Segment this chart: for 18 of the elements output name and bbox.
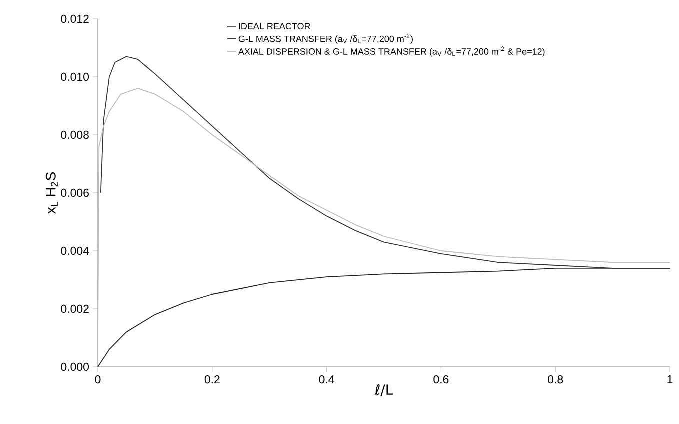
x-axis-title: ℓ/L	[374, 384, 394, 396]
y-tick-label: 0.010	[61, 72, 90, 82]
y-tick-label: 0.008	[61, 130, 89, 140]
x-tick-label: 0.8	[548, 376, 564, 384]
legend-label: G-L MASS TRANSFER (a$_{V}$ /δ$_{L}$=77,200 m$^{-2}$)	[238, 34, 413, 44]
x-tick-label: 0.2	[204, 376, 220, 384]
x-tick-label: 0	[95, 376, 101, 384]
x-tick-label: 1	[668, 376, 673, 384]
y-tick-label: 0.012	[61, 14, 89, 24]
y-tick-label: 0.000	[61, 362, 90, 372]
x-tick-label: 0.6	[434, 376, 449, 384]
x-tick-label: 0.4	[319, 376, 334, 384]
y-tick-label: 0.004	[61, 246, 90, 256]
y-tick-label: 0.002	[61, 304, 89, 314]
y-axis-title: x$_{L}$ H$_{2}$S	[46, 172, 58, 214]
legend-label: IDEAL REACTOR	[239, 23, 310, 30]
legend-label: AXIAL DISPERSION & G-L MASS TRANSFER (a$_{V}$ /δ$_{L}$=77,200 m$^{-2}$ & Pe=12)	[238, 46, 545, 57]
y-tick-label: 0.006	[61, 188, 89, 198]
